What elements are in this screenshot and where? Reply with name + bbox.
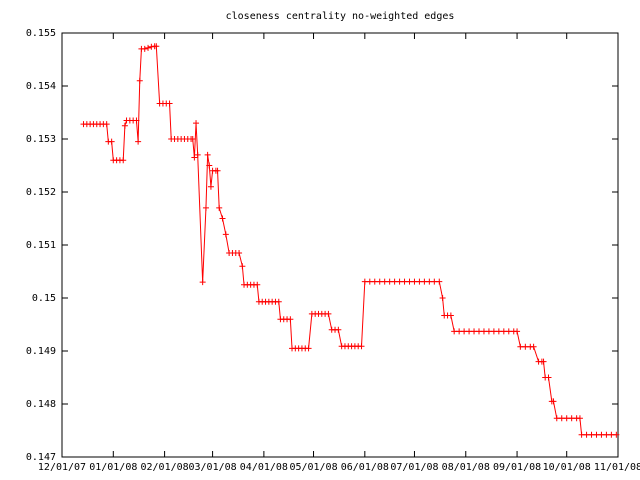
y-tick-label: 0.155 <box>26 28 56 39</box>
point-marker <box>222 231 229 238</box>
x-tick-label: 03/01/08 <box>188 462 236 473</box>
chart-title: closeness centrality no-weighted edges <box>226 11 455 22</box>
x-tick-label: 07/01/08 <box>390 462 438 473</box>
point-marker <box>120 157 127 164</box>
point-marker <box>214 167 221 174</box>
point-marker <box>358 343 365 350</box>
point-marker <box>136 77 143 84</box>
x-tick-label: 05/01/08 <box>289 462 337 473</box>
point-marker <box>194 151 201 158</box>
x-tick-label: 06/01/08 <box>341 462 389 473</box>
y-tick-label: 0.147 <box>26 452 56 463</box>
point-marker <box>239 263 246 270</box>
y-tick-label: 0.148 <box>26 399 56 410</box>
y-tick-label: 0.154 <box>26 81 56 92</box>
point-marker <box>145 44 152 51</box>
point-marker <box>191 154 198 161</box>
point-marker <box>576 415 583 422</box>
point-marker <box>540 358 547 365</box>
x-tick-label: 09/01/08 <box>493 462 541 473</box>
point-marker <box>287 316 294 323</box>
point-marker <box>216 204 223 211</box>
x-tick-label: 02/01/08 <box>141 462 189 473</box>
x-tick-label: 11/01/08 <box>594 462 640 473</box>
point-marker <box>335 326 342 333</box>
point-marker <box>530 343 537 350</box>
x-tick-label: 01/01/08 <box>89 462 137 473</box>
y-tick-label: 0.149 <box>26 346 56 357</box>
point-marker <box>514 328 521 335</box>
x-tick-label: 12/01/07 <box>38 462 86 473</box>
point-marker <box>108 138 115 145</box>
point-marker <box>202 204 209 211</box>
y-tick-label: 0.152 <box>26 187 56 198</box>
x-tick-label: 10/01/08 <box>543 462 591 473</box>
point-marker <box>207 183 214 190</box>
point-marker <box>613 431 620 438</box>
point-marker <box>439 295 446 301</box>
point-marker <box>189 136 196 142</box>
point-marker <box>325 310 332 317</box>
y-tick-label: 0.153 <box>26 134 56 145</box>
point-marker <box>199 279 206 286</box>
point-marker <box>545 374 552 381</box>
point-marker <box>148 43 155 50</box>
point-marker <box>133 117 140 124</box>
point-marker <box>254 281 261 288</box>
plot-frame <box>61 32 619 458</box>
point-marker <box>447 312 454 319</box>
point-marker <box>153 43 160 50</box>
x-tick-label: 08/01/08 <box>442 462 490 473</box>
point-marker <box>436 278 443 285</box>
point-marker <box>206 162 213 169</box>
y-tick-label: 0.15 <box>32 293 56 304</box>
point-marker <box>141 45 148 52</box>
point-marker <box>219 215 226 222</box>
point-marker <box>135 138 142 145</box>
point-marker <box>121 122 128 129</box>
point-marker <box>204 151 211 158</box>
point-marker <box>166 100 173 107</box>
point-marker <box>103 121 110 128</box>
point-marker <box>550 398 557 405</box>
point-marker <box>305 345 312 352</box>
point-marker <box>193 120 200 127</box>
point-marker <box>236 249 243 256</box>
x-tick-label: 04/01/08 <box>240 462 288 473</box>
y-tick-label: 0.151 <box>26 240 56 251</box>
point-marker <box>275 298 282 305</box>
